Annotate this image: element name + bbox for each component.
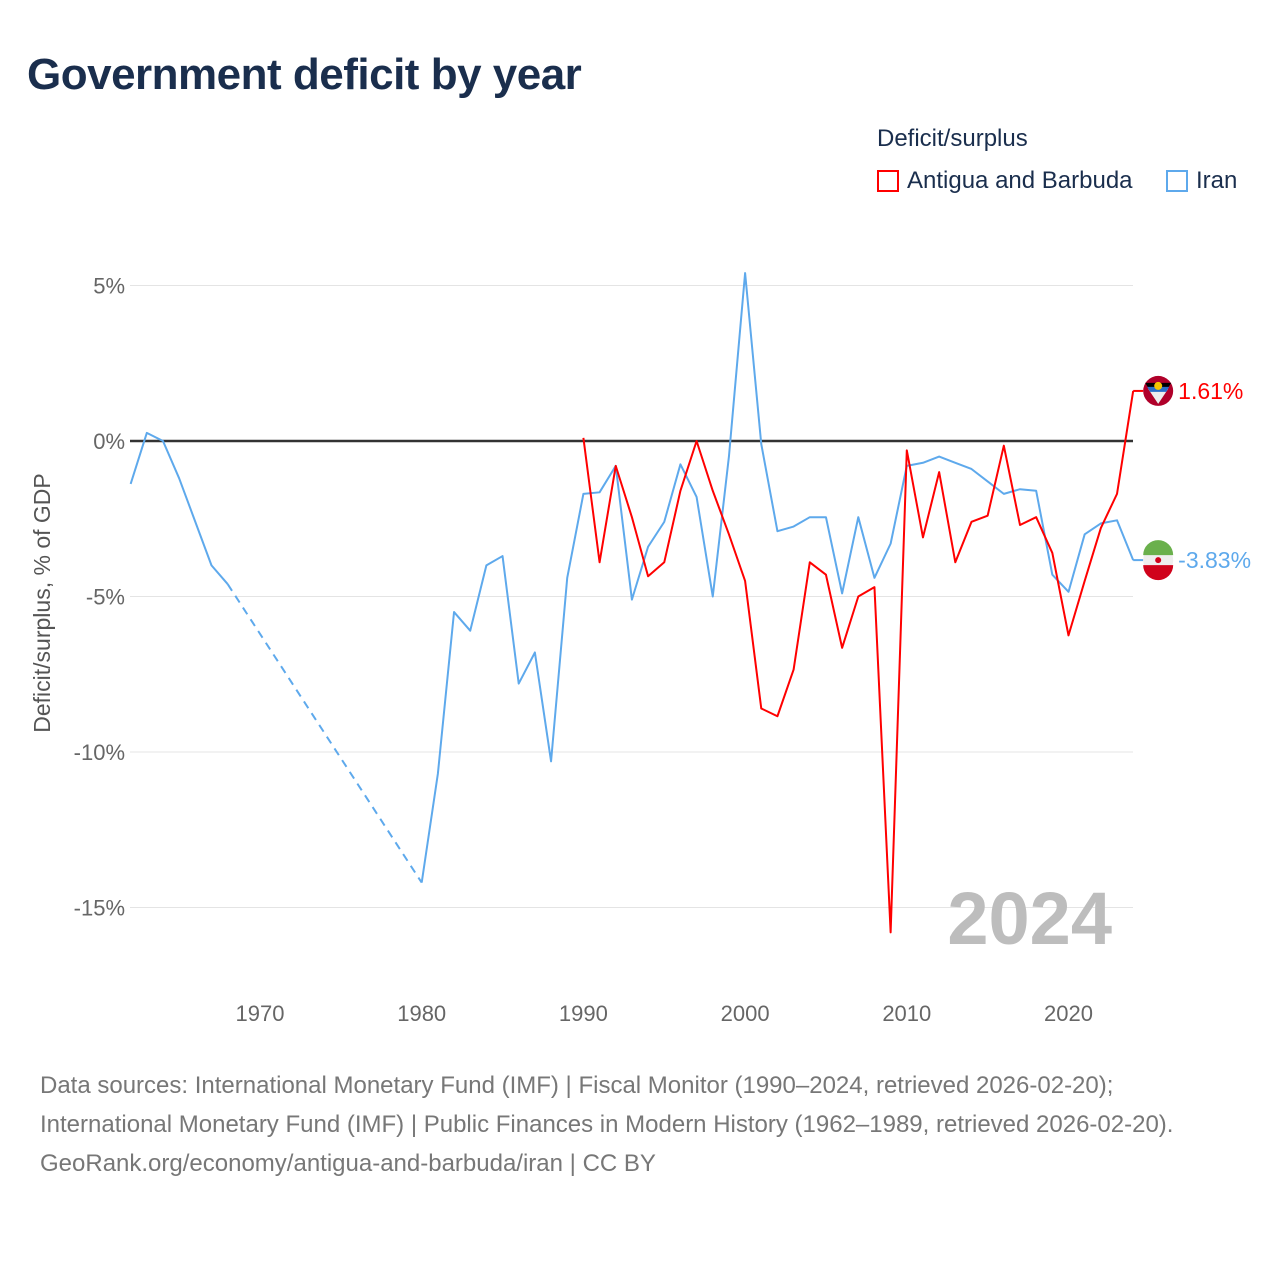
y-axis-label: Deficit/surplus, % of GDP <box>29 473 55 732</box>
data-sources: Data sources: International Monetary Fun… <box>40 1072 1174 1138</box>
legend-swatch-icon <box>1166 170 1188 192</box>
series-line-iran <box>420 272 1135 883</box>
end-value-label: 1.61% <box>1178 378 1243 404</box>
y-tick-label: -5% <box>86 585 125 610</box>
legend-label: Iran <box>1196 167 1238 194</box>
y-tick-label: -15% <box>74 896 125 921</box>
legend-item-antigua[interactable]: Antigua and Barbuda <box>877 167 1133 195</box>
source-link[interactable]: GeoRank.org/economy/antigua-and-barbuda/… <box>40 1150 656 1177</box>
x-tick-label: 1980 <box>397 1001 446 1026</box>
watermark-year: 2024 <box>947 877 1112 960</box>
x-tick-label: 2020 <box>1044 1001 1093 1026</box>
chart-title: Government deficit by year <box>27 50 582 99</box>
legend-label: Antigua and Barbuda <box>907 167 1133 194</box>
x-tick-label: 1970 <box>236 1001 285 1026</box>
x-tick-label: 1990 <box>559 1001 608 1026</box>
series-line-antigua-and-barbuda <box>582 390 1135 934</box>
legend-title: Deficit/surplus <box>877 125 1028 152</box>
iran-flag-icon <box>1143 540 1174 581</box>
legend-item-iran[interactable]: Iran <box>1166 167 1237 195</box>
x-tick-label: 2000 <box>721 1001 770 1026</box>
series-line-iran <box>226 583 423 884</box>
x-tick-label: 2010 <box>882 1001 931 1026</box>
antigua-flag-icon <box>1143 375 1174 406</box>
y-tick-label: 0% <box>93 429 125 454</box>
legend-swatch-icon <box>877 170 899 192</box>
footer: Data sources: International Monetary Fun… <box>40 1066 1240 1183</box>
y-tick-label: -10% <box>74 740 125 765</box>
end-value-label: -3.83% <box>1178 547 1251 573</box>
chart-plot: 5%0%-5%-10%-15%1970 1980 1990 2000 2010 2020 … <box>29 272 1251 1026</box>
series-line-iran <box>129 431 229 585</box>
y-tick-label: 5% <box>93 274 125 299</box>
